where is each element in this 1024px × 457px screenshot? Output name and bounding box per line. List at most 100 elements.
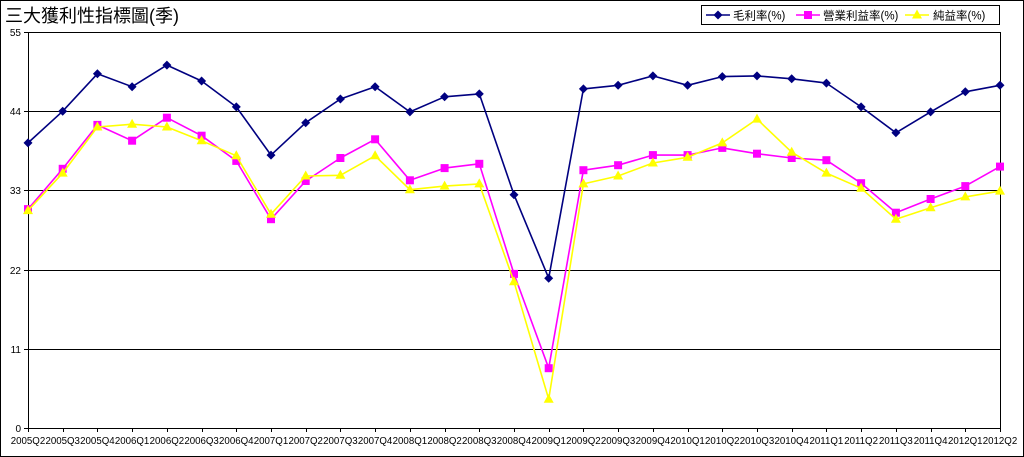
operating-margin-point: [996, 162, 1004, 171]
operating-margin-point: [336, 154, 345, 162]
x-tick-label: 2007Q3: [323, 436, 357, 447]
legend-item-net-margin: 純益率(%): [905, 9, 986, 23]
gross-margin-point: [162, 60, 172, 70]
operating-margin-point: [128, 136, 137, 145]
x-tick-label: 2010Q4: [774, 436, 809, 447]
net-margin-point: [821, 167, 832, 177]
legend-swatch-triangle-icon: [912, 9, 922, 19]
gross-margin-point: [856, 102, 866, 112]
operating-margin-point: [753, 149, 761, 158]
x-tick-label: 2009Q2: [566, 436, 600, 447]
net-margin-point: [647, 157, 658, 167]
gross-margin-point: [717, 72, 727, 82]
gross-margin-point: [301, 118, 311, 128]
x-tick-label: 2007Q1: [254, 436, 288, 447]
x-tick-label: 2005Q2: [11, 436, 45, 447]
net-margin-point: [543, 393, 554, 403]
legend-label-gross-margin: 毛利率(%): [733, 9, 786, 23]
x-tick-label: 2012Q1: [948, 436, 982, 447]
gross-margin-point: [92, 69, 102, 79]
net-margin-point: [161, 121, 172, 131]
x-tick-label: 2007Q4: [358, 436, 393, 447]
operating-margin-point: [510, 269, 518, 278]
x-tick-label: 2008Q2: [427, 436, 461, 447]
net-margin-point: [196, 135, 207, 145]
gross-margin-point: [474, 89, 484, 99]
legend-label-net-margin: 純益率(%): [933, 9, 986, 23]
plot-background: [28, 32, 1001, 429]
net-margin-point: [57, 167, 68, 177]
y-tick-label: 22: [10, 266, 22, 277]
operating-margin-point: [718, 143, 727, 152]
net-margin-point: [439, 180, 450, 190]
legend: 毛利率(%) 營業利益率(%) 純益率(%): [701, 5, 1000, 25]
gross-margin-point: [821, 78, 831, 88]
net-margin-point: [717, 137, 728, 147]
y-tick-label: 11: [11, 345, 22, 356]
operating-margin-point: [301, 177, 310, 185]
gross-margin-point: [127, 82, 137, 92]
x-tick-label: 2005Q3: [45, 436, 79, 447]
gross-margin-point: [23, 138, 33, 148]
gross-margin-point: [891, 128, 901, 138]
operating-margin-point: [787, 154, 796, 162]
net-margin-point: [404, 184, 415, 194]
legend-item-gross-margin: 毛利率(%): [706, 9, 786, 23]
net-margin-point: [786, 146, 797, 156]
net-margin-point: [300, 170, 311, 180]
gross-margin-point: [58, 106, 68, 116]
net-margin-point: [23, 205, 33, 215]
gross-margin-point: [197, 76, 207, 86]
x-tick-label: 2006Q4: [219, 436, 254, 447]
x-tick-label: 2009Q4: [636, 436, 671, 447]
net-margin-point: [92, 121, 103, 131]
chart-title: 三大獲利性指標圖(季): [5, 6, 179, 26]
operating-margin-point: [926, 195, 935, 203]
gross-margin-point: [578, 84, 588, 94]
x-tick-label: 2010Q3: [740, 436, 774, 447]
gross-margin-point: [370, 82, 380, 92]
legend-swatch-operating-margin: [796, 11, 820, 19]
net-margin-point: [960, 191, 971, 201]
x-tick-label: 2006Q2: [150, 436, 184, 447]
gross-margin-point: [683, 80, 693, 90]
series-net-margin: [23, 113, 1005, 403]
legend-item-operating-margin: 營業利益率(%): [796, 9, 899, 23]
x-tick-label: 2005Q4: [80, 436, 115, 447]
x-tick-label: 2011Q1: [810, 436, 844, 447]
operating-margin-point: [371, 135, 380, 144]
net-margin-point: [266, 208, 276, 218]
net-margin-point: [752, 113, 762, 123]
net-margin-point: [578, 178, 589, 188]
net-margin-point: [474, 178, 485, 188]
x-tick-label: 2011Q2: [844, 436, 878, 447]
gross-margin-point: [787, 74, 797, 84]
gross-margin-point: [335, 94, 345, 104]
net-margin-point: [127, 118, 138, 128]
legend-swatch-diamond-icon: [713, 10, 723, 20]
gross-margin-point: [509, 190, 519, 200]
x-tick-label: 2009Q1: [531, 436, 565, 447]
net-margin-point: [509, 276, 519, 286]
legend-swatch-gross-margin: [706, 10, 730, 20]
operating-margin-point: [822, 156, 831, 165]
gross-margin-point: [266, 150, 276, 160]
operating-margin-point: [614, 161, 623, 170]
x-tick-label: 2006Q3: [184, 436, 218, 447]
gross-margin-point: [440, 92, 450, 102]
x-tick-label: 2011Q4: [914, 436, 948, 447]
operating-margin-point: [544, 364, 553, 373]
legend-swatch-net-margin: [905, 9, 929, 19]
x-tick-label: 2008Q4: [497, 436, 532, 447]
x-tick-label: 2006Q1: [115, 436, 149, 447]
y-tick-label: 33: [10, 186, 22, 197]
x-tick-label: 2011Q3: [879, 436, 913, 447]
gross-margin-point: [613, 80, 623, 90]
x-tick-label: 2010Q2: [705, 436, 739, 447]
operating-margin-point: [891, 208, 900, 217]
operating-margin-point: [162, 113, 171, 122]
x-tick-label: 2008Q3: [462, 436, 496, 447]
gross-margin-point: [648, 71, 658, 81]
operating-margin-point: [267, 215, 275, 224]
